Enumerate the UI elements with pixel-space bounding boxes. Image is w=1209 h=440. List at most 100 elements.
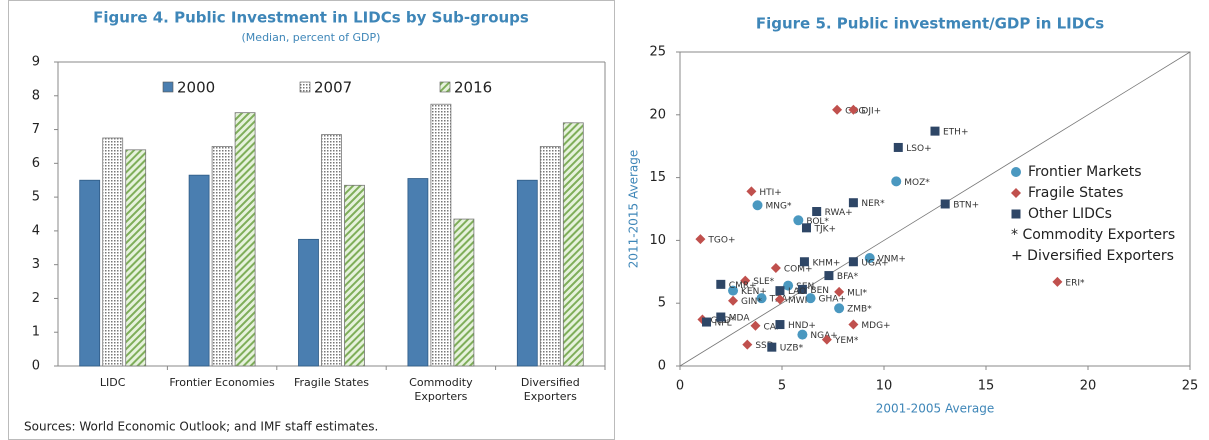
point-label: CAF [763,322,781,332]
point [756,293,767,304]
x-tick-label: LIDC [99,376,126,389]
y-tick-label: 2 [32,291,40,306]
y-tick-label: 4 [32,223,40,238]
x-tick-label: 25 [1182,379,1199,394]
point [728,285,739,296]
point [848,104,859,115]
point-label: KHM+ [812,258,840,268]
y-tick-label: 0 [32,359,40,374]
x-tick-label: 0 [676,379,684,394]
point-label: BEN [810,286,829,296]
point-label: UZB* [780,344,804,354]
point [695,234,706,245]
point [702,317,712,327]
point-label: GHA+ [819,295,846,305]
point-label: HTI+ [759,188,781,198]
point-label: SLE* [753,277,774,287]
point-label: YEM* [834,336,859,346]
source-note: Sources: World Economic Outlook; and IMF… [24,420,378,434]
bar [539,146,561,367]
bar [407,178,429,367]
bar [562,122,584,367]
point [864,252,875,263]
bar [125,149,147,367]
point-label: NGA+ [810,331,837,341]
y-tick-label: 9 [32,55,40,70]
point-label: MWI [788,296,807,306]
y-tick-label: 1 [32,325,40,340]
bar [79,179,101,367]
point [746,186,757,197]
point-label: SSD [755,341,773,351]
y-tick-label: 10 [649,233,666,248]
point-label: ETH+ [943,128,969,138]
legend-label: Other LIDCs [1028,206,1112,222]
point [750,320,761,331]
point-label: KEN+ [741,287,767,297]
legend-label: Fragile States [1028,185,1123,201]
point-label: UGA+ [861,258,888,268]
plot-frame [679,51,1191,367]
point [799,257,809,267]
point [824,271,834,281]
y-tick-label: 20 [649,107,666,122]
legend-swatch [162,81,174,93]
point [797,329,808,340]
point-label: TJK+ [813,224,836,234]
point [940,199,950,209]
point-label: COM+ [784,265,813,275]
legend-marker [1011,188,1021,198]
y-axis-label: 2011-2015 Average [627,150,641,269]
point [783,280,794,291]
point [821,334,832,345]
y-tick-label: 5 [658,296,666,311]
bar [516,179,538,367]
x-tick-label: Commodity Exporters [409,376,473,403]
point [848,257,858,267]
point [834,303,845,314]
point [775,286,785,296]
legend-swatch [439,81,451,93]
legend-swatch [299,81,311,93]
chart-title: Figure 5. Public investment/GDP in LIDCs [756,15,1104,33]
y-tick-label: 25 [649,45,666,60]
bar [234,112,256,367]
point [893,142,903,152]
point-label: MDA [729,314,751,324]
bar [453,218,475,367]
point [728,295,739,306]
point-label: ERI* [1065,278,1085,288]
bar [188,174,210,367]
point [930,126,940,136]
point-label: DJI+ [861,106,881,116]
point [797,284,807,294]
point-label: MLI* [847,288,867,298]
bar [298,238,319,367]
legend-marker [1011,209,1021,219]
point-label: NPL [715,319,732,329]
point-label: MOZ* [904,178,930,188]
point [793,215,804,226]
legend-note: * Commodity Exporters [1011,227,1175,243]
x-tick-label: Diversified Exporters [520,376,580,403]
x-tick-label: Frontier Economies [169,376,275,389]
point-label: RWA+ [825,208,853,218]
legend-marker [1011,167,1021,177]
point [891,176,902,187]
point [774,294,785,305]
point [834,286,845,297]
y-tick-label: 3 [32,257,40,272]
y-tick-label: 5 [32,190,40,205]
x-tick-label: Fragile States [294,376,369,389]
point [848,198,858,208]
point-label: MNG* [766,202,792,212]
point-label: LSO+ [906,144,931,154]
x-tick-label: 5 [778,379,786,394]
bar [430,103,452,367]
point-label: CMR+ [729,281,757,291]
point-label: BOL* [806,217,829,227]
point [812,207,822,217]
point-label: BFA* [837,272,859,282]
legend-label: Frontier Markets [1028,164,1142,180]
bar [211,146,233,367]
